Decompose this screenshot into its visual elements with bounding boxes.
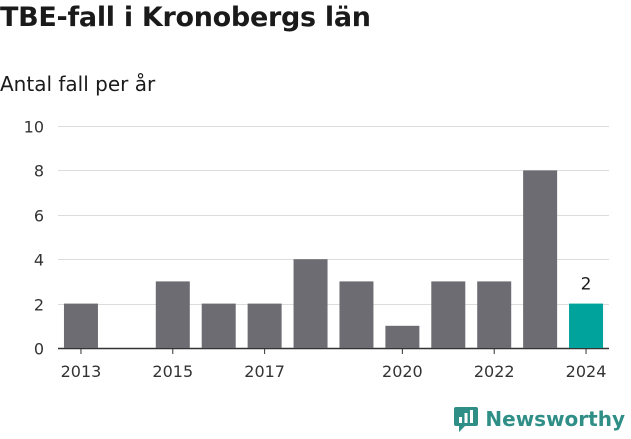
chart-subtitle: Antal fall per år: [0, 72, 156, 96]
bar: [63, 303, 98, 348]
bar-highlight: [569, 303, 604, 348]
bars: [63, 170, 604, 348]
x-tick-label: 2017: [244, 362, 285, 381]
bar: [431, 281, 466, 348]
y-tick-label: 6: [34, 207, 44, 226]
y-tick-label: 0: [34, 340, 44, 359]
bar: [155, 281, 190, 348]
y-tick-label: 10: [24, 118, 44, 137]
x-axis-ticks: 2013 2015 2017 2020 2022 2024: [61, 348, 607, 381]
x-tick-label: 2022: [474, 362, 515, 381]
y-axis-ticks: 0 2 4 6 8 10: [24, 118, 44, 359]
data-label: 2: [581, 275, 592, 295]
x-tick-label: 2020: [382, 362, 423, 381]
bar: [477, 281, 512, 348]
bar: [293, 259, 328, 348]
x-tick-label: 2015: [152, 362, 193, 381]
newsworthy-logo-text: Newsworthy: [485, 407, 625, 431]
chart-title: TBE-fall i Kronobergs län: [0, 2, 371, 33]
data-labels: 2: [581, 275, 592, 295]
bar: [201, 303, 236, 348]
bar: [523, 170, 558, 348]
newsworthy-logo: Newsworthy: [453, 405, 625, 433]
bar: [385, 325, 420, 348]
newsworthy-logo-icon: [454, 407, 479, 432]
x-tick-label: 2024: [566, 362, 607, 381]
y-tick-label: 2: [34, 296, 44, 315]
grid-lines: [58, 126, 609, 350]
y-tick-label: 4: [34, 251, 44, 270]
x-tick-label: 2013: [61, 362, 102, 381]
bar: [339, 281, 374, 348]
bar: [247, 303, 282, 348]
y-tick-label: 8: [34, 162, 44, 181]
